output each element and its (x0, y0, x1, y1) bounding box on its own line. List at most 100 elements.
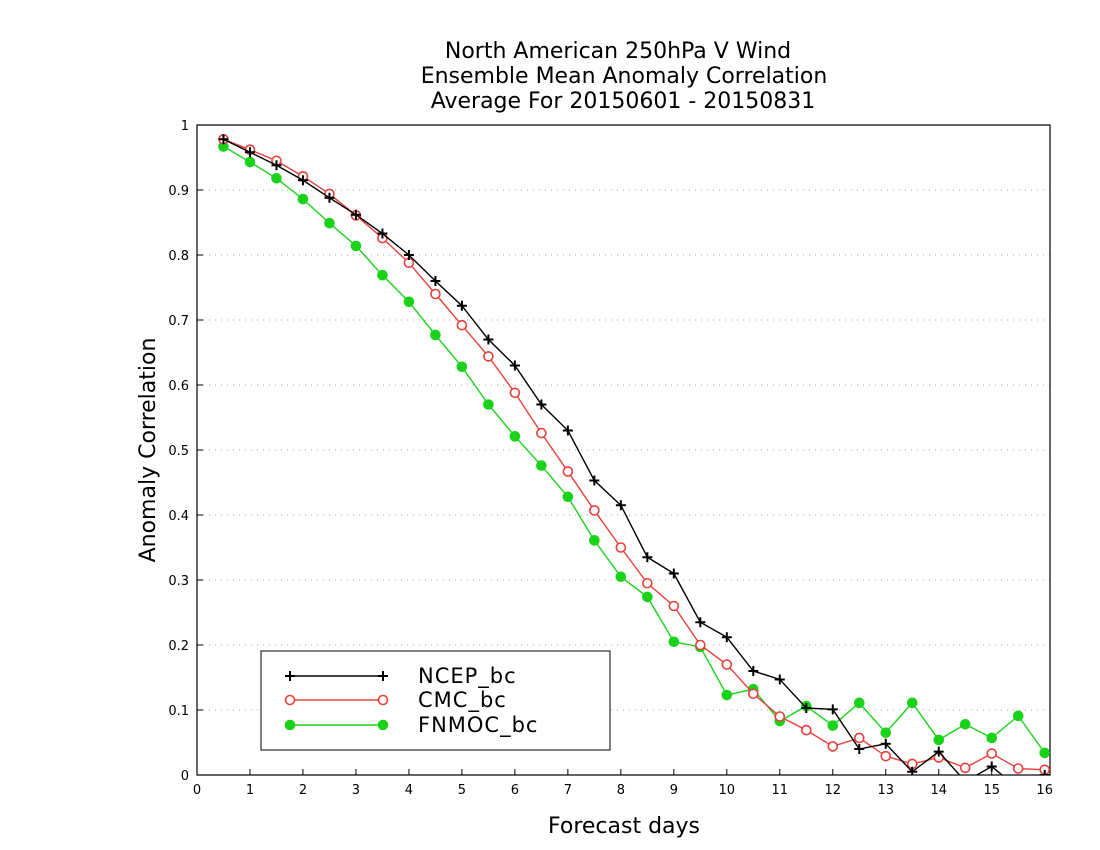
data-point (642, 577, 653, 589)
legend-marker (377, 694, 389, 706)
data-point (1039, 770, 1050, 775)
data-point (377, 269, 388, 281)
y-tick-label: 0.2 (168, 639, 189, 654)
chart-title-line-1: North American 250hPa V Wind (445, 39, 791, 64)
data-point (668, 636, 680, 648)
data-point (509, 387, 521, 399)
data-point (933, 746, 944, 757)
x-tick-label: 7 (564, 783, 572, 798)
legend-label: NCEP_bc (418, 664, 517, 689)
data-point (271, 173, 282, 184)
x-tick-label: 5 (458, 783, 466, 798)
data-point (536, 427, 547, 439)
data-point (483, 351, 494, 362)
data-point (986, 748, 998, 759)
data-point (536, 399, 547, 410)
data-point (536, 460, 547, 471)
y-tick-label: 0.9 (168, 184, 189, 199)
x-tick-label: 15 (983, 783, 1000, 798)
legend-marker (284, 694, 296, 706)
data-point (1012, 763, 1024, 774)
data-point (589, 475, 600, 486)
data-point (509, 360, 520, 371)
grid-lines (197, 189, 1050, 711)
data-point (483, 334, 494, 345)
data-point (589, 535, 600, 546)
data-point (695, 639, 706, 651)
data-point (642, 552, 653, 563)
x-tick-label: 10 (719, 783, 736, 798)
data-point (853, 697, 865, 709)
data-point (748, 688, 759, 700)
data-point (615, 571, 627, 583)
legend-marker (284, 719, 296, 731)
data-point (933, 734, 945, 746)
data-point (774, 674, 785, 685)
data-point (562, 466, 574, 477)
data-point (959, 762, 971, 774)
y-axis-ticks: 0 0.1 0.2 0.3 0.4 0.5 0.6 0.7 0.8 0.9 1 (168, 119, 203, 784)
data-point (986, 732, 998, 744)
y-tick-label: 0.7 (168, 314, 189, 329)
data-point (430, 329, 441, 341)
data-point (721, 632, 732, 643)
data-point (509, 431, 521, 442)
x-tick-label: 11 (772, 783, 789, 798)
x-tick-label: 12 (825, 783, 842, 798)
legend-marker (378, 671, 388, 681)
data-point (668, 600, 680, 612)
series-line (223, 138, 1045, 775)
data-point (1039, 747, 1051, 759)
legend-label: CMC_bc (418, 688, 507, 713)
y-tick-label: 0.5 (168, 444, 189, 459)
x-tick-label: 9 (670, 783, 678, 798)
data-point (748, 666, 759, 676)
data-point (880, 750, 892, 762)
data-point (801, 703, 812, 714)
chart-title-line-3: Average For 20150601 - 20150831 (431, 89, 816, 114)
data-point (907, 766, 918, 775)
series-ncep-bc (218, 134, 1050, 793)
x-tick-label: 4 (405, 783, 413, 798)
data-point (827, 741, 839, 752)
data-point (615, 542, 627, 553)
data-point (271, 160, 282, 171)
data-point (430, 288, 441, 300)
data-point (695, 617, 706, 628)
data-point (827, 720, 839, 731)
data-point (986, 761, 997, 772)
legend-entry: CMC_bc (284, 688, 507, 713)
data-point (960, 777, 970, 787)
data-point (827, 704, 838, 715)
data-point (1013, 783, 1023, 793)
data-point (430, 276, 441, 286)
x-axis-label: Forecast days (548, 814, 700, 839)
data-point (854, 744, 865, 754)
y-tick-label: 0.8 (168, 249, 189, 264)
series-layer (218, 134, 1051, 793)
x-tick-label: 1 (246, 783, 254, 798)
y-tick-label: 0.4 (168, 509, 189, 524)
x-tick-label: 13 (877, 783, 894, 798)
y-tick-label: 0.3 (168, 574, 189, 589)
legend-label: FNMOC_bc (418, 713, 538, 738)
data-point (456, 319, 468, 331)
data-point (615, 500, 626, 511)
data-point (589, 505, 600, 516)
series-line (223, 145, 1046, 754)
x-tick-label: 2 (299, 783, 307, 798)
data-point (350, 240, 362, 252)
data-point (456, 300, 467, 311)
data-point (721, 659, 733, 670)
data-point (853, 732, 865, 744)
data-point (562, 491, 574, 503)
data-point (642, 591, 653, 603)
legend-entry: NCEP_bc (285, 664, 517, 689)
x-tick-label: 6 (511, 783, 519, 798)
x-tick-label: 14 (930, 783, 947, 798)
data-point (350, 209, 361, 220)
data-point (668, 568, 679, 579)
data-point (483, 399, 494, 410)
data-point (1012, 710, 1024, 722)
